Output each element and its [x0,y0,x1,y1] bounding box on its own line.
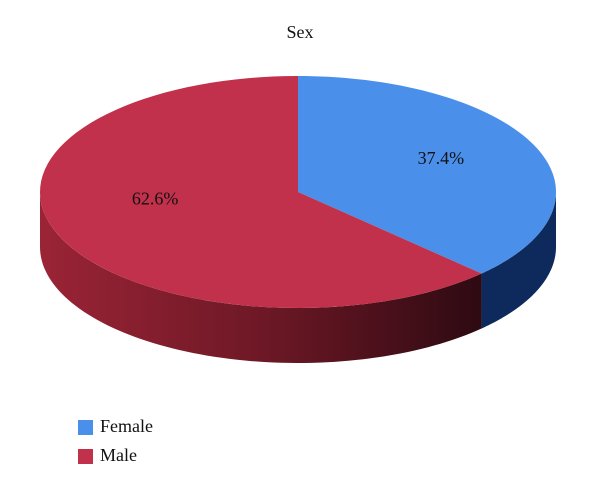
slice-side [40,192,482,363]
slice-side [481,192,556,329]
slice-label: 62.6% [132,188,179,208]
legend-swatch [78,449,93,464]
legend-label: Male [100,445,137,465]
legend-swatch [78,420,93,435]
pie-slice [298,76,556,274]
legend-label: Female [100,416,153,436]
pie-slice [40,76,482,308]
slice-label: 37.4% [418,148,465,168]
chart-title: Sex [287,22,314,42]
